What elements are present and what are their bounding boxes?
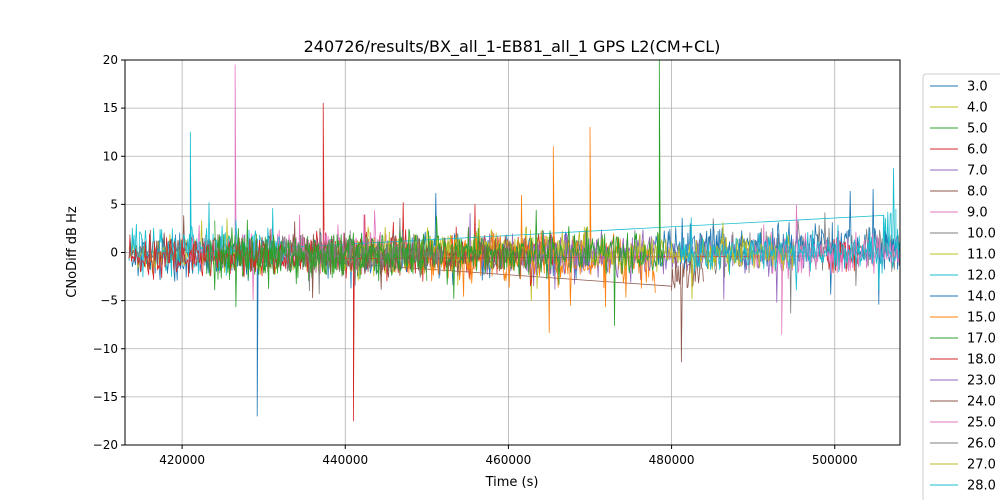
legend-entry: 27.0 bbox=[930, 458, 996, 473]
legend-label: 9.0 bbox=[967, 206, 988, 221]
x-tick-label: 440000 bbox=[322, 453, 368, 467]
legend-label: 4.0 bbox=[967, 101, 988, 116]
series-line-5.0 bbox=[206, 59, 664, 326]
legend-entry: 10.0 bbox=[930, 227, 996, 242]
legend-entry: 28.0 bbox=[930, 479, 996, 494]
legend-entry: 14.0 bbox=[930, 290, 996, 305]
y-tick-label: −10 bbox=[93, 342, 118, 356]
legend-label: 17.0 bbox=[967, 332, 996, 347]
legend-entry: 11.0 bbox=[930, 248, 996, 263]
legend-entry: 9.0 bbox=[930, 206, 988, 221]
legend-label: 25.0 bbox=[967, 416, 996, 431]
y-tick-label: −20 bbox=[93, 438, 118, 452]
legend-entry: 25.0 bbox=[930, 416, 996, 431]
legend-entry: 17.0 bbox=[930, 332, 996, 347]
series-line-25.0 bbox=[752, 204, 901, 335]
y-axis-label: CNoDiff dB Hz bbox=[65, 206, 80, 298]
legend-label: 5.0 bbox=[967, 122, 988, 137]
legend-label: 27.0 bbox=[967, 458, 996, 473]
legend-label: 3.0 bbox=[967, 80, 988, 95]
y-axis: −20 −15 −10 −5 0 5 10 15 20 bbox=[93, 53, 125, 452]
x-axis: 420000 440000 460000 480000 500000 bbox=[159, 445, 858, 467]
legend-entry: 24.0 bbox=[930, 395, 996, 410]
legend-entry: 18.0 bbox=[930, 353, 996, 368]
legend-entry: 15.0 bbox=[930, 311, 996, 326]
legend-label: 14.0 bbox=[967, 290, 996, 305]
legend-entry: 3.0 bbox=[930, 80, 988, 95]
legend-label: 24.0 bbox=[967, 395, 996, 410]
legend-entry: 6.0 bbox=[930, 143, 988, 158]
x-tick-label: 420000 bbox=[159, 453, 205, 467]
legend: 3.0 4.0 5.0 6.0 7.0 8.0 9.0 10.0 11.0 12.0 14.0 15.… bbox=[922, 73, 1000, 504]
legend-entry: 12.0 bbox=[930, 269, 996, 284]
legend-entry: 4.0 bbox=[930, 101, 988, 116]
x-axis-label: Time (s) bbox=[485, 475, 539, 490]
legend-frame bbox=[922, 73, 1000, 504]
legend-label: 26.0 bbox=[967, 437, 996, 452]
y-tick-label: 5 bbox=[110, 197, 118, 211]
y-tick-label: 10 bbox=[103, 149, 118, 163]
legend-label: 12.0 bbox=[967, 269, 996, 284]
legend-entry: 5.0 bbox=[930, 122, 988, 137]
series-line-14.0 bbox=[654, 188, 901, 305]
y-tick-label: 0 bbox=[110, 246, 118, 260]
legend-label: 23.0 bbox=[967, 374, 996, 389]
legend-label: 10.0 bbox=[967, 227, 996, 242]
series-line-27.0 bbox=[589, 222, 795, 300]
legend-entry: 8.0 bbox=[930, 185, 988, 200]
x-tick-label: 460000 bbox=[486, 453, 532, 467]
legend-label: 18.0 bbox=[967, 353, 996, 368]
x-tick-label: 500000 bbox=[812, 453, 858, 467]
series-line-28.0 bbox=[679, 214, 901, 291]
y-tick-label: −5 bbox=[100, 294, 118, 308]
legend-label: 11.0 bbox=[967, 248, 996, 263]
y-tick-label: 15 bbox=[103, 101, 118, 115]
series-layer bbox=[128, 59, 901, 422]
legend-label: 7.0 bbox=[967, 164, 988, 179]
legend-entry: 26.0 bbox=[930, 437, 996, 452]
legend-label: 8.0 bbox=[967, 185, 988, 200]
legend-label: 15.0 bbox=[967, 311, 996, 326]
y-tick-label: −15 bbox=[93, 390, 118, 404]
x-tick-label: 480000 bbox=[649, 453, 695, 467]
legend-items: 3.0 4.0 5.0 6.0 7.0 8.0 9.0 10.0 11.0 12.0 14.0 15.… bbox=[930, 80, 996, 494]
legend-label: 28.0 bbox=[967, 479, 996, 494]
legend-entry: 7.0 bbox=[930, 164, 988, 179]
chart-title: 240726/results/BX_all_1-EB81_all_1 GPS L… bbox=[304, 37, 721, 57]
legend-label: 6.0 bbox=[967, 143, 988, 158]
y-tick-label: 20 bbox=[103, 53, 118, 67]
legend-entry: 23.0 bbox=[930, 374, 996, 389]
